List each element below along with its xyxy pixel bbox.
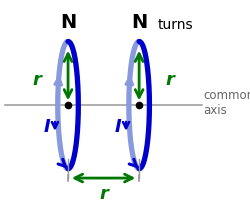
Text: r: r	[99, 185, 108, 203]
Text: N: N	[131, 13, 147, 32]
Text: r: r	[166, 71, 174, 89]
Text: common: common	[204, 89, 250, 102]
Text: N: N	[60, 13, 76, 32]
Text: I: I	[43, 118, 50, 136]
Text: I: I	[114, 118, 121, 136]
Text: r: r	[33, 71, 42, 89]
Text: turns: turns	[158, 18, 194, 32]
Text: axis: axis	[204, 104, 228, 117]
